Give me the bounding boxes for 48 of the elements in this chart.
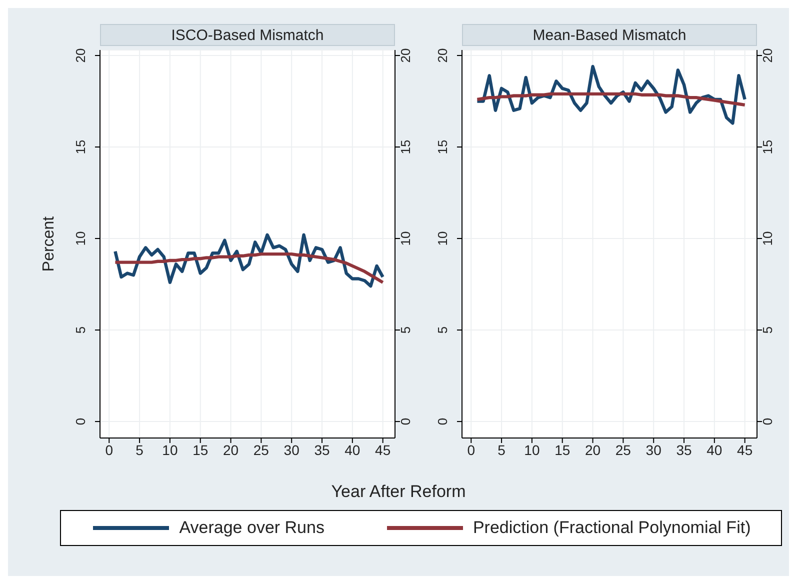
x-axis-title: Year After Reform: [330, 482, 467, 502]
y-tick-label: 10: [435, 231, 450, 246]
y2-tick-label: 5: [760, 326, 775, 334]
x-tick-label: 45: [737, 442, 753, 458]
y2-tick-label: 20: [760, 48, 775, 63]
x-tick-label: 15: [554, 442, 570, 458]
x-tick-label: 5: [136, 442, 144, 458]
line-series: [476, 92, 746, 107]
x-tick-label: 0: [467, 442, 476, 458]
y2-tick-label: 0: [398, 418, 413, 426]
line-series: [114, 252, 384, 284]
y2-tick-label: 15: [760, 140, 775, 154]
y-tick-label: 20: [73, 48, 88, 63]
y-tick-label: 20: [435, 48, 450, 63]
y2-tick-label: 10: [398, 231, 413, 246]
x-tick-label: 25: [253, 442, 270, 458]
y2-tick-label: 15: [398, 140, 413, 154]
x-tick-label: 30: [284, 442, 300, 458]
x-tick-label: 20: [222, 442, 239, 458]
x-tick-label: 30: [646, 442, 662, 458]
x-tick-label: 15: [192, 442, 208, 458]
x-tick-label: 40: [706, 442, 722, 458]
y-tick-label: 10: [73, 231, 88, 246]
x-tick-label: 35: [314, 442, 330, 458]
x-tick-label: 40: [344, 442, 360, 458]
chart-title: Mean-Based Mismatch: [462, 24, 757, 46]
x-tick-label: 20: [584, 442, 601, 458]
y-axis-title: Percent: [40, 216, 58, 272]
y2-tick-label: 10: [760, 231, 775, 246]
chart-title: ISCO-Based Mismatch: [100, 24, 395, 46]
x-tick-label: 35: [676, 442, 692, 458]
legend-label: Prediction (Fractional Polynomial Fit): [472, 518, 751, 538]
y-tick-label: 0: [73, 418, 88, 426]
y-tick-label: 15: [73, 140, 88, 154]
y-tick-label: 0: [435, 418, 450, 426]
x-tick-label: 5: [498, 442, 506, 458]
x-tick-label: 45: [375, 442, 391, 458]
y2-tick-label: 5: [398, 326, 413, 334]
y-tick-label: 5: [73, 326, 88, 334]
x-tick-label: 25: [615, 442, 632, 458]
y2-tick-label: 0: [760, 418, 775, 426]
y-tick-label: 15: [435, 140, 450, 154]
x-tick-label: 10: [162, 442, 178, 458]
x-tick-label: 10: [524, 442, 540, 458]
y-tick-label: 5: [435, 326, 450, 334]
x-tick-label: 0: [105, 442, 114, 458]
y2-tick-label: 20: [398, 48, 413, 63]
legend-label: Average over Runs: [179, 518, 324, 538]
